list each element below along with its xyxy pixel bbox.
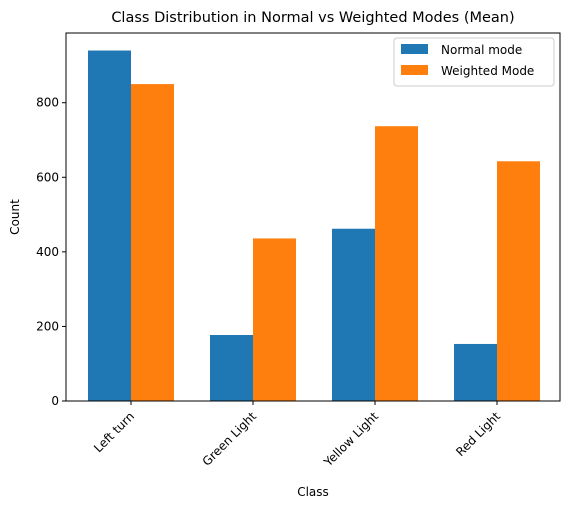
bar-normal-yellow-light bbox=[332, 228, 375, 401]
legend-swatch bbox=[401, 65, 428, 75]
legend-label: Weighted Mode bbox=[441, 64, 534, 78]
y-tick-label: 400 bbox=[36, 245, 59, 259]
y-tick-label: 800 bbox=[36, 96, 59, 110]
legend-swatch bbox=[401, 44, 428, 54]
bar-normal-left-turn bbox=[88, 50, 131, 402]
x-axis-label: Class bbox=[297, 485, 329, 499]
x-tick-label: Left turn bbox=[91, 409, 137, 455]
chart-title: Class Distribution in Normal vs Weighted… bbox=[111, 10, 514, 26]
bar-weighted-green-light bbox=[253, 238, 296, 401]
y-axis-label: Count bbox=[8, 199, 22, 235]
legend: Normal mode Weighted Mode bbox=[393, 37, 555, 87]
legend-box bbox=[393, 37, 555, 87]
bar-weighted-yellow-light bbox=[375, 126, 418, 401]
bars-layer bbox=[88, 50, 540, 402]
bar-weighted-left-turn bbox=[131, 84, 174, 401]
plot-frame bbox=[65, 32, 561, 402]
y-tick-label: 600 bbox=[36, 170, 59, 184]
x-tick-label: Red Light bbox=[453, 409, 503, 459]
bar-weighted-red-light bbox=[497, 161, 540, 401]
y-tick-label: 0 bbox=[51, 394, 59, 408]
bar-normal-green-light bbox=[210, 335, 253, 401]
y-tick-label: 200 bbox=[36, 319, 59, 333]
legend-label: Normal mode bbox=[441, 43, 522, 57]
x-tick-label: Green Light bbox=[200, 409, 260, 469]
x-axis: Left turn Green Light Yellow Light Red Ligh… bbox=[91, 401, 503, 470]
y-axis: 0 200 400 600 800 bbox=[36, 96, 66, 408]
x-tick-label: Yellow Light bbox=[321, 409, 382, 470]
bar-normal-red-light bbox=[454, 343, 497, 401]
